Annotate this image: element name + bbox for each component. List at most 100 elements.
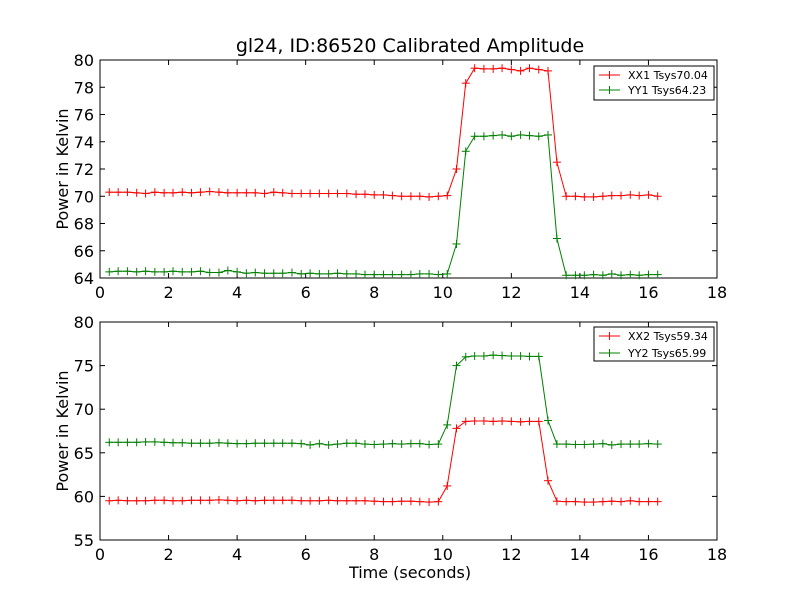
bottom-series-0-point: [571, 497, 580, 506]
top-series-0-point: [141, 189, 150, 198]
bottom-series-0-point: [324, 496, 333, 505]
top-series-0-point: [425, 192, 434, 201]
bottom-series-1-point: [397, 440, 406, 449]
top-series-0-point: [388, 191, 397, 200]
top-series-1-point: [534, 132, 543, 141]
top-series-1-point: [251, 268, 260, 277]
top-legend-label-yy1: YY1 Tsys64.23: [627, 84, 706, 97]
bottom-series-1-point: [489, 351, 498, 360]
top-series-1-point: [516, 130, 525, 139]
bottom-series-1-point: [443, 420, 452, 429]
top-series-1-point: [617, 271, 626, 280]
top-series-0-point: [598, 192, 607, 201]
bottom-series-0-point: [114, 496, 123, 505]
bottom-series-0-point: [287, 496, 296, 505]
top-y-tick-label: 70: [74, 187, 94, 206]
top-series-0-point: [169, 188, 178, 197]
top-series-1-point: [169, 267, 178, 276]
top-series-0-point: [333, 189, 342, 198]
top-series-0-point: [352, 190, 361, 199]
bottom-legend-label-yy2: YY2 Tsys65.99: [627, 347, 706, 360]
top-x-tick-label: 4: [232, 283, 242, 302]
bottom-y-axis-label: Power in Kelvin: [53, 370, 72, 491]
bottom-y-tick-label: 70: [74, 400, 94, 419]
bottom-series-0-point: [552, 497, 561, 506]
top-series-layer: [105, 64, 662, 280]
top-series-1-point: [370, 270, 379, 279]
bottom-series-1-point: [306, 440, 315, 449]
top-series-1-point: [580, 271, 589, 280]
top-series-0-point: [534, 65, 543, 74]
bottom-series-1-point: [141, 437, 150, 446]
bottom-x-tick-label: 14: [570, 545, 590, 564]
top-series-1-point: [306, 269, 315, 278]
chart-title: gl24, ID:86520 Calibrated Amplitude: [236, 35, 584, 57]
top-x-tick-label: 18: [707, 283, 727, 302]
bottom-series-0-point: [379, 497, 388, 506]
top-series-1-point: [425, 269, 434, 278]
bottom-series-1-point: [479, 352, 488, 361]
bottom-series-0-point: [498, 416, 507, 425]
top-y-tick-label: 76: [74, 106, 94, 125]
top-y-tick-label: 68: [74, 215, 94, 234]
bottom-series-1-point: [552, 440, 561, 449]
bottom-x-tick-label: 12: [501, 545, 521, 564]
bottom-series-0-point: [342, 496, 351, 505]
bottom-series-0-point: [242, 496, 251, 505]
top-series-0-point: [297, 189, 306, 198]
bottom-series-0-point: [489, 417, 498, 426]
bottom-series-0-point: [425, 498, 434, 507]
top-series-0-point: [269, 188, 278, 197]
top-series-0-point: [434, 192, 443, 201]
top-series-0-point: [315, 189, 324, 198]
top-series-0-point: [360, 190, 369, 199]
top-y-tick-label: 72: [74, 160, 94, 179]
bottom-series-0-point: [534, 417, 543, 426]
top-x-tick-label: 10: [433, 283, 453, 302]
bottom-series-0-point: [370, 497, 379, 506]
bottom-series-1-point: [187, 439, 196, 448]
top-series-1-point: [233, 267, 242, 276]
bottom-series-0-point: [233, 496, 242, 505]
bottom-series-1-point: [598, 439, 607, 448]
bottom-series-0-point: [470, 416, 479, 425]
bottom-series-0-point: [306, 496, 315, 505]
bottom-series-1-point: [388, 439, 397, 448]
top-y-tick-label: 78: [74, 78, 94, 97]
bottom-series-0-point: [205, 496, 214, 505]
bottom-series-0-point: [360, 496, 369, 505]
bottom-series-1-point: [617, 440, 626, 449]
bottom-series-0-point: [278, 496, 287, 505]
top-series-0-point: [626, 190, 635, 199]
bottom-series-0-point: [406, 497, 415, 506]
top-series-0-point: [470, 64, 479, 73]
top-series-1-point: [415, 269, 424, 278]
bottom-series-1-point: [370, 440, 379, 449]
bottom-series-0-point: [352, 496, 361, 505]
top-series-0-point: [443, 191, 452, 200]
top-series-0-point: [223, 188, 232, 197]
top-series-0-point: [324, 189, 333, 198]
top-series-1-point: [397, 270, 406, 279]
top-series-0-point: [397, 192, 406, 201]
bottom-series-1-point: [644, 439, 653, 448]
top-series-0-point: [379, 190, 388, 199]
bottom-legend: XX2 Tsys59.34 YY2 Tsys65.99: [593, 326, 715, 362]
bottom-series-1-point: [242, 439, 251, 448]
bottom-series-0-point: [525, 417, 534, 426]
top-series-1-point: [507, 132, 516, 141]
top-series-1-point: [379, 270, 388, 279]
bottom-series-0-point: [443, 481, 452, 490]
bottom-series-0-point: [434, 497, 443, 506]
bottom-series-1-point: [406, 439, 415, 448]
top-series-0-point: [233, 188, 242, 197]
bottom-y-tick-label: 75: [74, 357, 94, 376]
top-series-0-point: [461, 79, 470, 88]
bottom-series-1-point: [169, 438, 178, 447]
top-series-1-point: [452, 239, 461, 248]
bottom-series-layer: [105, 351, 662, 507]
bottom-series-1-point: [342, 439, 351, 448]
bottom-series-0-point: [297, 496, 306, 505]
bottom-series-0-point: [653, 497, 662, 506]
top-series-1-point: [360, 270, 369, 279]
